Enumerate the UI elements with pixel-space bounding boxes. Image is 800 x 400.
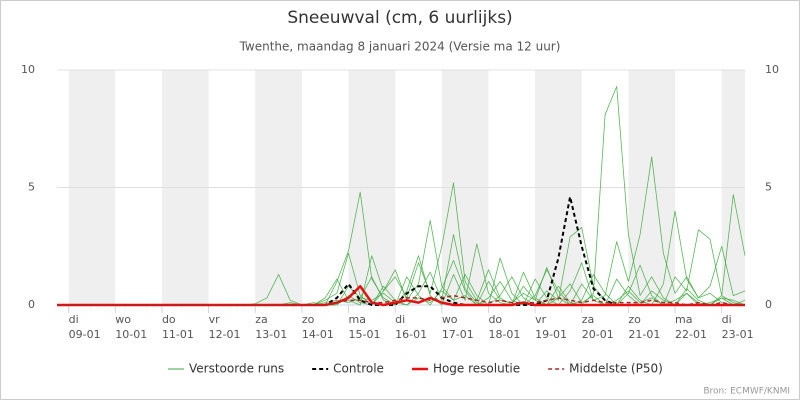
series-line bbox=[57, 294, 745, 306]
y2-tick-label: 10 bbox=[765, 63, 779, 76]
y-tick-label: 0 bbox=[28, 298, 35, 311]
x-tick-label: za 20-01 bbox=[582, 313, 614, 341]
x-tick-label: di 09-01 bbox=[69, 313, 101, 341]
y2-tick-label: 0 bbox=[765, 298, 772, 311]
y-tick-label: 5 bbox=[28, 181, 35, 194]
chart-title: Sneeuwval (cm, 6 uurlijks) bbox=[287, 8, 512, 28]
y-tick-label: 10 bbox=[21, 63, 35, 76]
y2-tick-label: 5 bbox=[765, 181, 772, 194]
x-tick-label: do 18-01 bbox=[488, 313, 520, 341]
legend-label: Middelste (P50) bbox=[569, 362, 663, 376]
x-tick-label: ma 15-01 bbox=[349, 313, 381, 341]
x-tick-label: zo 14-01 bbox=[302, 313, 334, 341]
x-tick-label: vr 12-01 bbox=[209, 313, 241, 341]
x-tick-label: za 13-01 bbox=[255, 313, 287, 341]
source: Bron: ECMWF/KNMI bbox=[703, 387, 790, 397]
chart-subtitle: Twenthe, maandag 8 januari 2024 (Versie … bbox=[239, 40, 561, 54]
x-tick-label: vr 19-01 bbox=[535, 313, 567, 341]
legend-label: Verstoorde runs bbox=[189, 362, 284, 376]
legend-label: Hoge resolutie bbox=[433, 362, 520, 376]
x-tick-label: zo 21-01 bbox=[628, 313, 660, 341]
x-tick-label: di 23-01 bbox=[722, 313, 754, 341]
legend-label: Controle bbox=[333, 362, 384, 376]
legend: Verstoorde runs Controle Hoge resolutie Mid… bbox=[168, 362, 663, 376]
x-tick-label: do 11-01 bbox=[162, 313, 194, 341]
x-tick-label: wo 10-01 bbox=[115, 313, 147, 341]
x-tick-label: di 16-01 bbox=[395, 313, 427, 341]
x-tick-label: ma 22-01 bbox=[675, 313, 707, 341]
x-tick-label: wo 17-01 bbox=[442, 313, 474, 341]
